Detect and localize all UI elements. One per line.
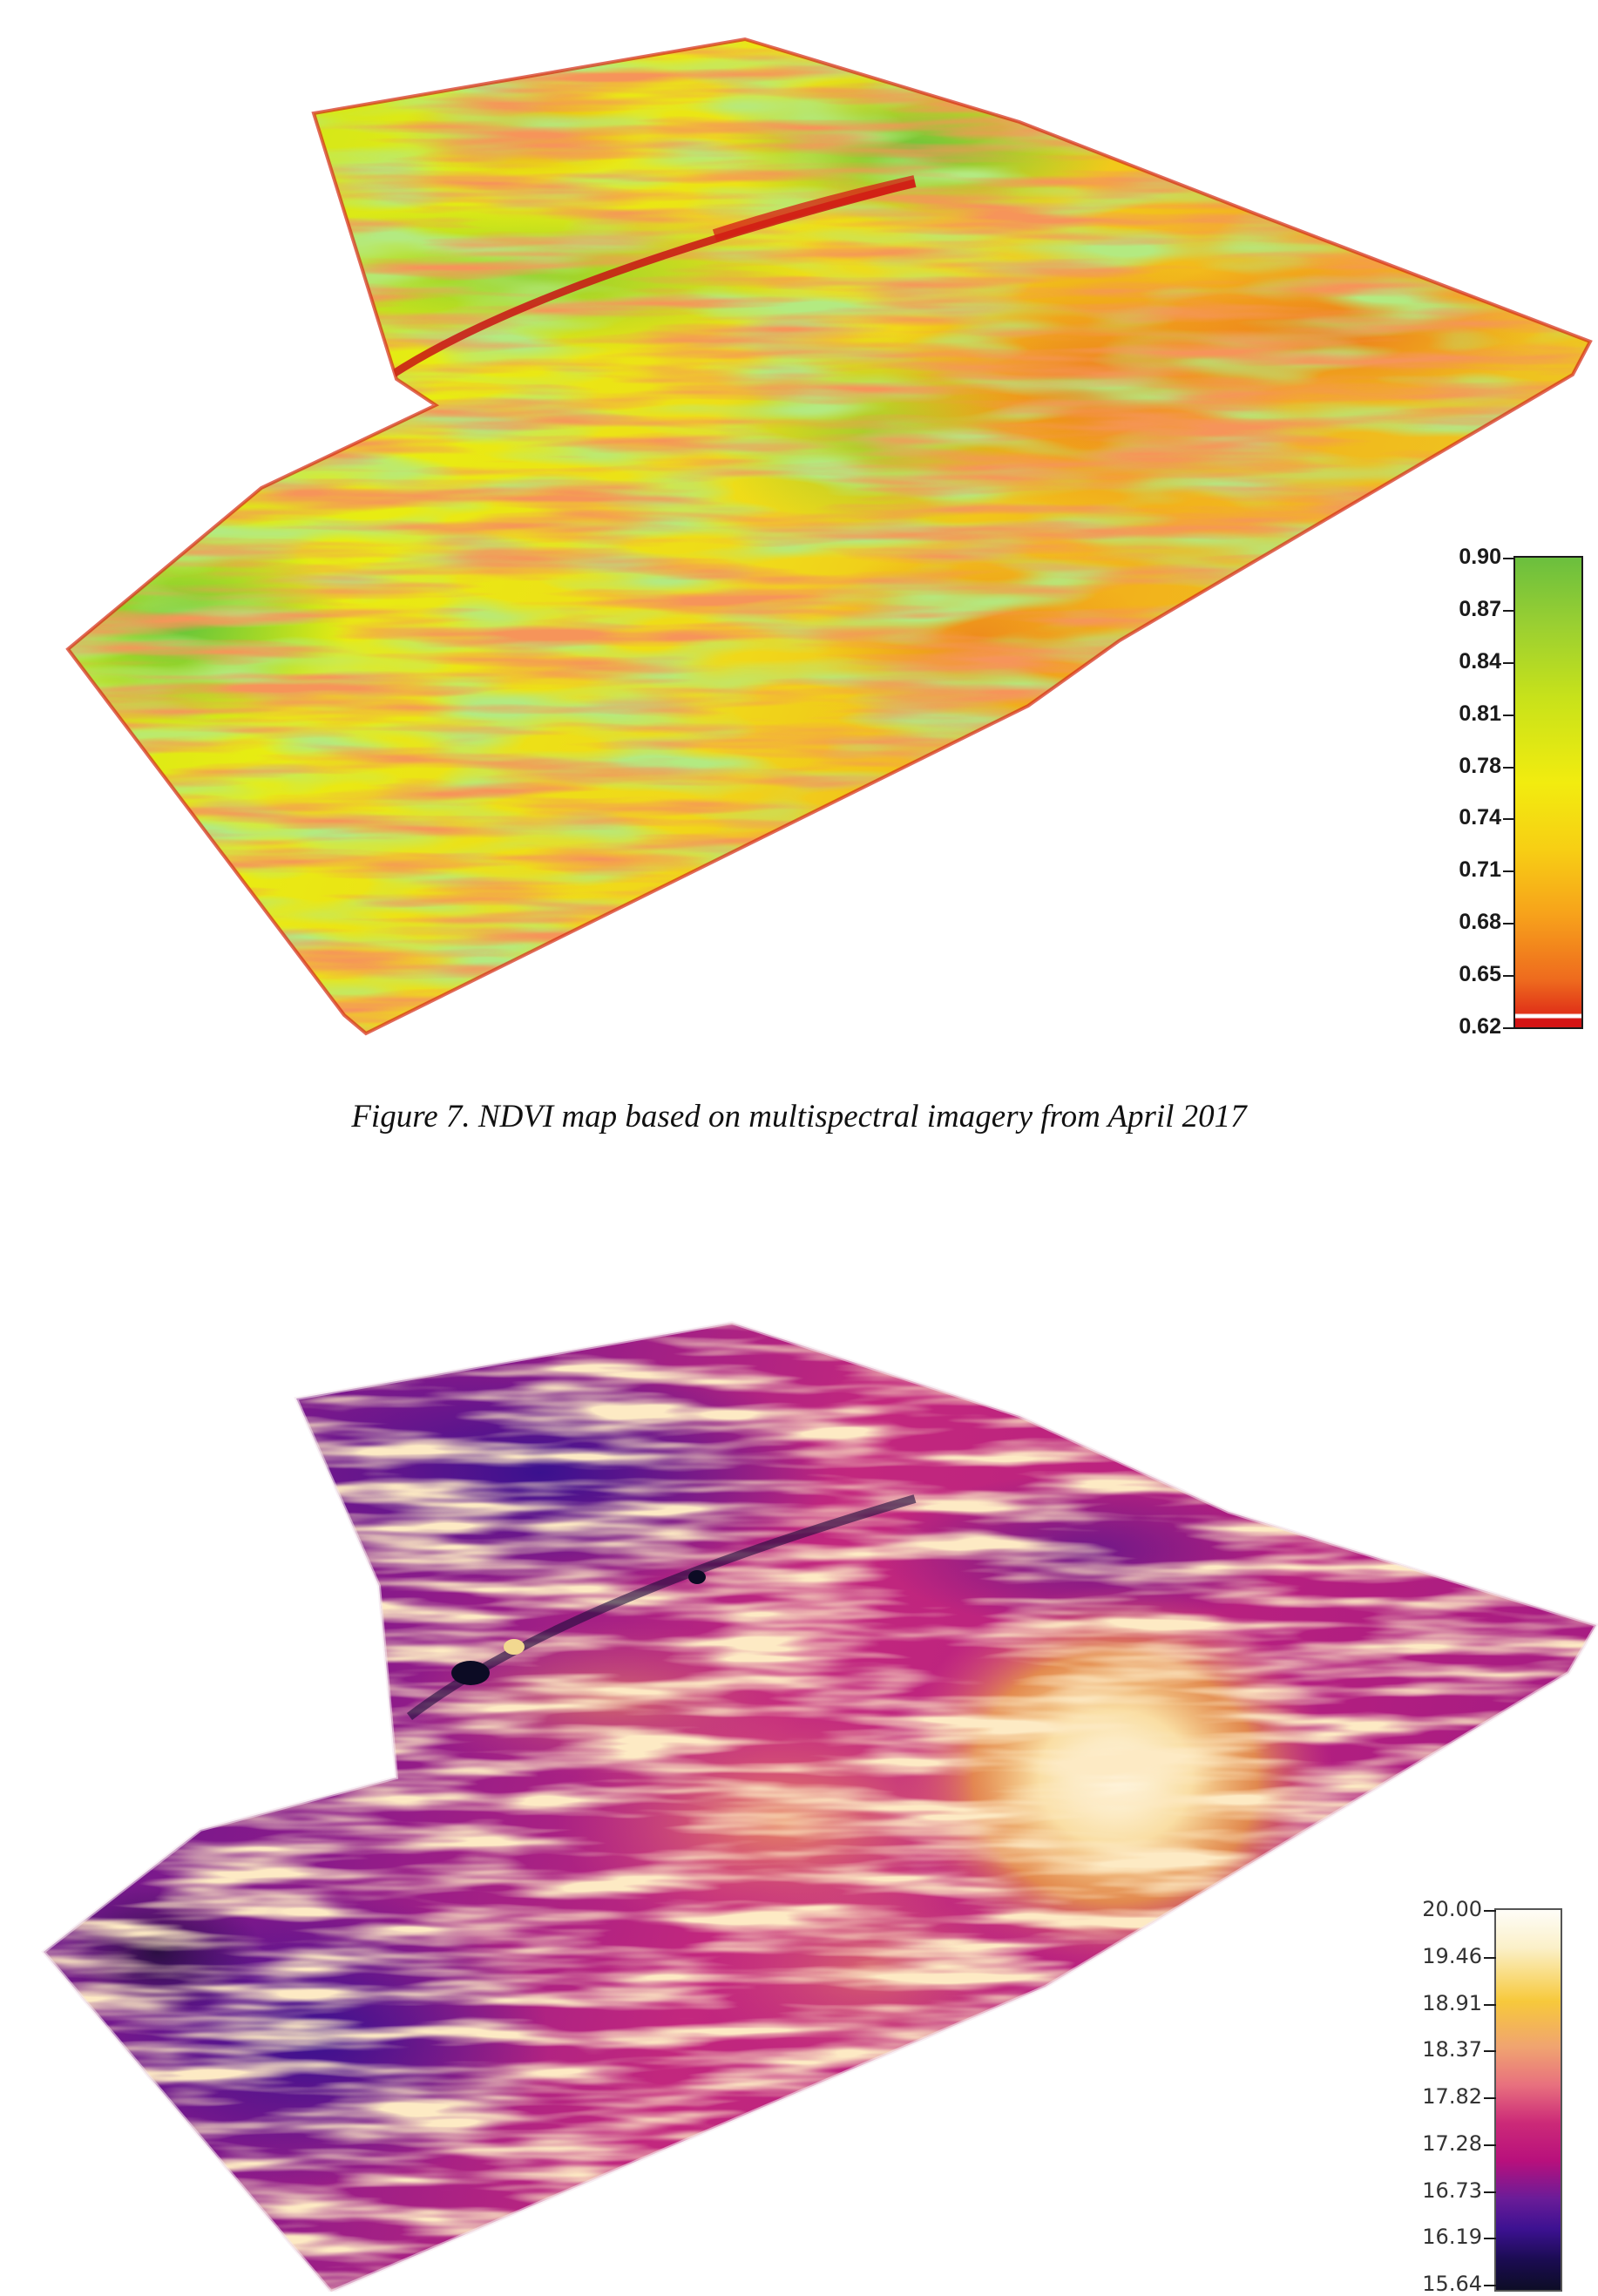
legend-tick-mark bbox=[1503, 609, 1515, 612]
legend-tick-mark bbox=[1484, 1956, 1496, 1959]
legend-tick-mark bbox=[1503, 923, 1515, 925]
legend-tick-label: 17.28 bbox=[1422, 2130, 1482, 2156]
legend-tick-mark bbox=[1503, 870, 1515, 873]
legend-tick-label: 0.87 bbox=[1459, 596, 1501, 621]
legend-tick-mark bbox=[1484, 2003, 1496, 2006]
legend-tick-label: 0.74 bbox=[1459, 805, 1501, 830]
legend-tick-label: 16.19 bbox=[1422, 2225, 1482, 2250]
legend-tick-mark bbox=[1503, 714, 1515, 716]
legend-tick-mark bbox=[1484, 2144, 1496, 2146]
thermal-map bbox=[41, 1320, 1598, 2292]
legend-tick-mark bbox=[1484, 2050, 1496, 2053]
ndvi-figure: 0.90 0.87 0.84 0.81 0.78 0.74 0.71 0.68 0.65 0.62… bbox=[0, 0, 1598, 1134]
legend-tick-label: 0.84 bbox=[1459, 648, 1501, 674]
legend-tick-mark bbox=[1484, 2191, 1496, 2193]
legend-tick-label: 16.73 bbox=[1422, 2177, 1482, 2203]
legend-tick-label: 20.00 bbox=[1422, 1897, 1482, 1921]
legend-tick-mark bbox=[1503, 818, 1515, 821]
legend-tick-label: 0.81 bbox=[1459, 701, 1501, 726]
legend-tick-mark bbox=[1484, 2097, 1496, 2099]
legend-tick-mark bbox=[1484, 2238, 1496, 2240]
legend-tick-mark bbox=[1503, 975, 1515, 978]
legend-tick-label: 18.37 bbox=[1422, 2037, 1482, 2062]
legend-tick-label: 0.90 bbox=[1459, 545, 1501, 569]
legend-tick-mark bbox=[1484, 2285, 1496, 2286]
legend-tick-mark bbox=[1503, 766, 1515, 769]
legend-tick-label: 18.91 bbox=[1422, 1990, 1482, 2015]
legend-tick-label: 0.68 bbox=[1459, 910, 1501, 935]
legend-tick-label: 0.62 bbox=[1459, 1014, 1501, 1039]
legend-tick-label: 15.64 bbox=[1422, 2272, 1482, 2296]
thermal-legend-colorbar bbox=[1494, 1908, 1562, 2292]
legend-tick-mark bbox=[1503, 661, 1515, 664]
ndvi-legend-colorbar bbox=[1513, 556, 1583, 1029]
legend-tick-label: 19.46 bbox=[1422, 1943, 1482, 1968]
legend-tick-label: 17.82 bbox=[1422, 2084, 1482, 2109]
legend-tick-mark bbox=[1503, 1027, 1515, 1029]
legend-tick-label: 0.71 bbox=[1459, 857, 1501, 883]
thermal-legend: 20.00 19.46 18.91 18.37 17.82 17.28 16.73 16.19… bbox=[1394, 1897, 1568, 2296]
legend-tick-mark bbox=[1484, 1910, 1496, 1912]
ndvi-map bbox=[65, 37, 1593, 1036]
thermal-figure: 20.00 19.46 18.91 18.37 17.82 17.28 16.73 16.19… bbox=[0, 1290, 1598, 2296]
legend-tick-mark bbox=[1503, 558, 1515, 559]
legend-tick-label: 0.78 bbox=[1459, 753, 1501, 778]
ndvi-legend: 0.90 0.87 0.84 0.81 0.78 0.74 0.71 0.68 0.65 0.62 bbox=[1412, 540, 1586, 1039]
ndvi-caption: Figure 7. NDVI map based on multispectra… bbox=[351, 1099, 1247, 1134]
legend-tick-label: 0.65 bbox=[1459, 962, 1501, 987]
